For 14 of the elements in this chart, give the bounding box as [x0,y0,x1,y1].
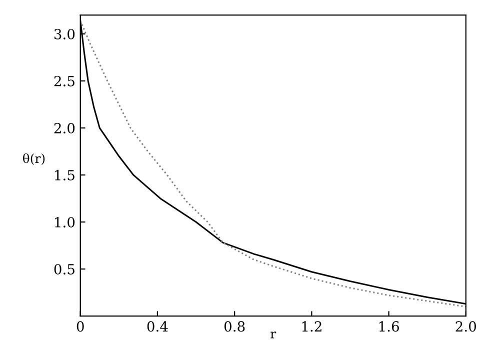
x-tick-label: 1.2 [302,321,322,332]
x-tick-label: 1.6 [379,321,399,332]
x-axis-title: r [270,332,276,338]
x-tick-label: 2.0 [456,321,476,332]
x-tick-label: 0.4 [147,321,168,332]
y-tick-label: 1.5 [55,170,74,180]
y-tick-label: 2.0 [54,122,75,134]
y-tick-label: 1.0 [55,216,75,228]
y-tick-label: 2.5 [54,76,74,86]
x-tick-label: 0.8 [224,321,245,332]
y-tick-label: 0.5 [54,264,74,274]
x-tick-label: 0 [76,321,84,332]
y-axis-title: θ(r) [22,153,45,165]
y-tick-label: 3.0 [54,28,75,40]
